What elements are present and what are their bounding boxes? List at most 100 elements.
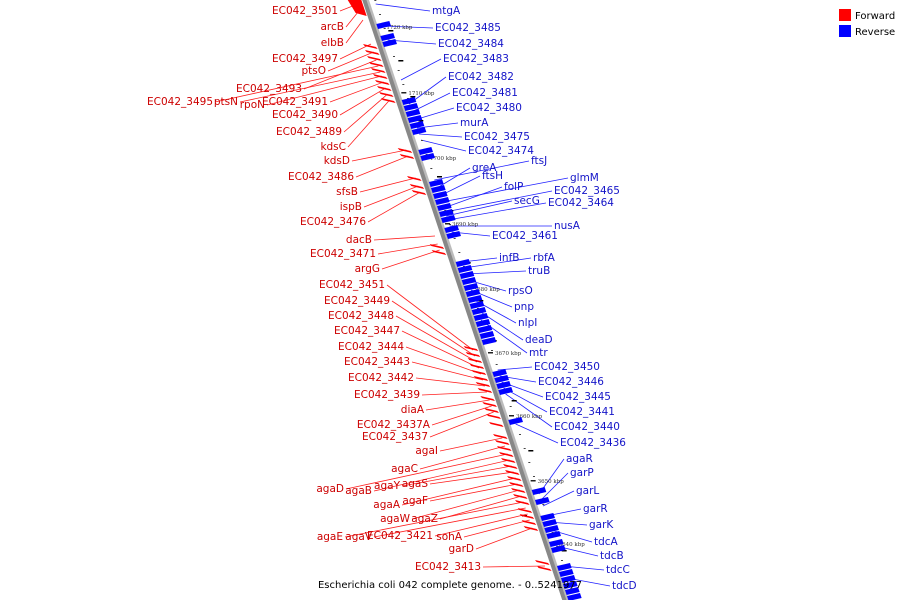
forward-gene-label[interactable]: agaA [373,499,401,511]
reverse-gene-feature[interactable] [531,487,547,495]
forward-gene-label[interactable]: rpoN [240,99,265,111]
forward-gene-label[interactable]: EC042_3476 [300,216,366,228]
forward-gene-feature[interactable] [399,154,415,159]
forward-gene-label[interactable]: agaE [317,531,343,543]
forward-gene-feature[interactable] [486,414,501,419]
forward-gene-label[interactable]: EC042_3413 [415,561,481,573]
forward-gene-feature[interactable] [494,440,510,445]
reverse-gene-label[interactable]: EC042_3450 [534,361,600,373]
reverse-gene-feature[interactable] [418,147,433,155]
forward-gene-feature[interactable] [517,508,533,513]
reverse-gene-feature[interactable] [455,259,471,267]
reverse-gene-feature[interactable] [403,103,419,111]
forward-gene-label[interactable]: EC042_3497 [272,53,338,65]
forward-gene-feature[interactable] [397,148,413,153]
reverse-gene-feature[interactable] [407,115,423,123]
reverse-gene-feature[interactable] [566,593,582,600]
reverse-gene-feature[interactable] [411,127,427,135]
forward-gene-label[interactable]: EC042_3443 [344,356,410,368]
reverse-gene-feature[interactable] [430,185,446,193]
reverse-gene-label[interactable]: tdcD [612,580,637,592]
forward-gene-label[interactable]: elbB [321,37,344,49]
reverse-gene-label[interactable]: EC042_3446 [538,376,604,388]
forward-gene-feature[interactable] [482,402,497,407]
forward-gene-feature[interactable] [366,56,382,61]
forward-gene-feature[interactable] [406,176,422,181]
reverse-gene-feature[interactable] [546,531,561,539]
reverse-gene-label[interactable]: mtgA [432,5,461,17]
reverse-gene-label[interactable]: garP [570,467,594,479]
forward-gene-label[interactable]: ptsO [301,65,326,77]
forward-gene-label[interactable]: EC042_3421 [367,530,433,542]
forward-gene-label[interactable]: agaI [415,445,438,457]
reverse-gene-label[interactable]: EC042_3474 [468,145,534,157]
forward-gene-label[interactable]: EC042_3442 [348,372,414,384]
forward-gene-feature[interactable] [473,376,489,381]
forward-gene-label[interactable]: sohA [436,531,463,543]
forward-gene-label[interactable]: EC042_3495 [147,96,213,108]
reverse-gene-feature[interactable] [556,563,572,571]
forward-gene-feature[interactable] [471,370,487,375]
reverse-gene-label[interactable]: EC042_3485 [435,22,501,34]
reverse-gene-feature[interactable] [471,307,487,315]
forward-gene-feature[interactable] [504,470,520,475]
reverse-gene-feature[interactable] [432,191,448,199]
reverse-gene-feature[interactable] [465,289,481,297]
reverse-gene-label[interactable]: EC042_3445 [545,391,611,403]
forward-gene-label[interactable]: EC042_3439 [354,389,420,401]
reverse-gene-label[interactable]: garR [583,503,608,515]
forward-gene-feature[interactable] [380,98,396,103]
reverse-gene-feature[interactable] [542,519,557,527]
forward-gene-feature[interactable] [498,452,514,457]
forward-gene-feature[interactable] [536,566,552,571]
reverse-gene-feature[interactable] [420,153,435,161]
reverse-gene-feature[interactable] [494,375,509,383]
reverse-gene-feature[interactable] [479,331,495,339]
forward-gene-feature[interactable] [508,482,524,487]
reverse-gene-label[interactable]: pnp [514,301,534,313]
forward-gene-feature[interactable] [502,464,518,469]
forward-gene-label[interactable]: agaW [380,513,411,525]
reverse-gene-feature[interactable] [376,21,391,29]
forward-gene-label[interactable]: agaY [374,480,401,492]
forward-gene-label[interactable]: EC042_3449 [324,295,390,307]
reverse-gene-feature[interactable] [463,283,479,291]
reverse-gene-label[interactable]: secG [514,195,540,207]
forward-gene-feature[interactable] [364,50,380,55]
forward-gene-feature[interactable] [469,364,485,369]
forward-gene-feature[interactable] [477,388,493,393]
reverse-gene-label[interactable]: tdcA [594,536,619,548]
forward-gene-feature[interactable] [510,488,526,493]
reverse-gene-label[interactable]: EC042_3484 [438,38,504,50]
reverse-gene-label[interactable]: EC042_3480 [456,102,522,114]
forward-gene-label[interactable]: EC042_3489 [276,126,342,138]
reverse-gene-feature[interactable] [457,265,473,273]
reverse-gene-label[interactable]: EC042_3464 [548,197,614,209]
forward-gene-label[interactable]: EC042_3451 [319,279,385,291]
reverse-gene-feature[interactable] [405,109,421,117]
forward-gene-label[interactable]: arcB [321,21,345,33]
reverse-gene-feature[interactable] [409,121,425,129]
reverse-gene-label[interactable]: ftsH [482,170,503,182]
forward-gene-feature[interactable] [512,494,528,499]
reverse-gene-feature[interactable] [459,271,475,279]
forward-gene-feature[interactable] [492,434,508,439]
reverse-gene-feature[interactable] [444,225,459,233]
forward-gene-label[interactable]: agaD [316,483,344,495]
forward-gene-feature[interactable] [374,80,390,85]
forward-gene-feature[interactable] [465,352,481,357]
reverse-gene-feature[interactable] [498,387,513,395]
forward-gene-feature[interactable] [484,408,499,413]
reverse-gene-feature[interactable] [428,179,444,187]
forward-gene-label[interactable]: EC042_3437A [357,419,431,431]
forward-gene-label[interactable]: EC042_3490 [272,109,338,121]
forward-gene-feature[interactable] [431,250,447,255]
reverse-gene-feature[interactable] [496,381,511,389]
forward-gene-feature[interactable] [475,382,491,387]
forward-gene-label[interactable]: agaZ [411,513,438,525]
reverse-gene-feature[interactable] [562,581,578,589]
reverse-gene-feature[interactable] [382,39,397,47]
forward-gene-feature[interactable] [488,422,504,427]
forward-gene-feature[interactable] [370,68,386,73]
forward-gene-label[interactable]: sfsB [336,186,358,198]
